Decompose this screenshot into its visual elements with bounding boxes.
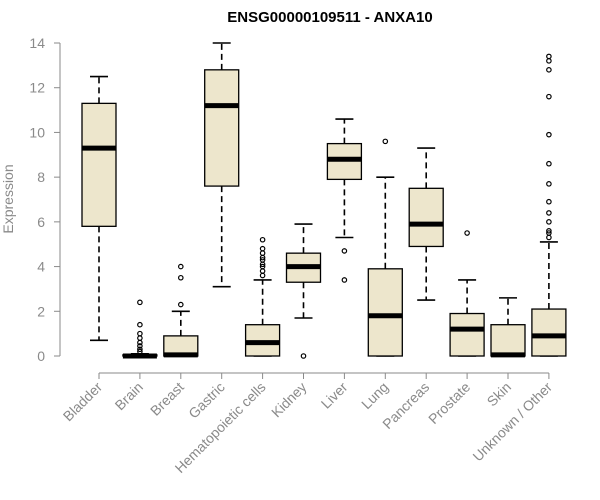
outlier-point bbox=[259, 263, 266, 270]
outlier-point bbox=[137, 321, 143, 328]
box-group bbox=[163, 263, 199, 358]
outlier-point bbox=[382, 138, 389, 145]
box-group bbox=[408, 147, 444, 301]
y-axis-label: Expression bbox=[0, 164, 16, 233]
outlier-point bbox=[300, 353, 307, 359]
outlier-point bbox=[137, 343, 143, 349]
outlier-point bbox=[464, 230, 470, 236]
iqr-box bbox=[204, 69, 240, 187]
outlier-point bbox=[137, 335, 143, 341]
y-tick-label: 8 bbox=[37, 169, 45, 185]
y-tick-label: 6 bbox=[37, 214, 45, 230]
outlier-point bbox=[178, 274, 184, 281]
iqr-box bbox=[490, 324, 526, 357]
x-tick-label: Skin bbox=[484, 379, 515, 410]
x-tick-label: Breast bbox=[147, 379, 187, 419]
outlier-point bbox=[546, 210, 552, 216]
x-tick-label: Liver bbox=[318, 379, 351, 412]
outlier-point bbox=[546, 131, 552, 138]
y-axis: 0 2 4 6 8 10 12 14 bbox=[29, 35, 61, 364]
outlier-point bbox=[546, 160, 552, 167]
box-group bbox=[367, 138, 403, 357]
y-tick-label: 14 bbox=[29, 35, 45, 51]
outlier-point bbox=[546, 230, 552, 236]
outlier-point bbox=[137, 330, 143, 337]
box-group bbox=[449, 230, 485, 357]
x-tick-label: Kidney bbox=[268, 379, 310, 421]
box-group bbox=[490, 297, 526, 358]
x-tick-label: Brain bbox=[112, 379, 146, 413]
y-tick-label: 0 bbox=[37, 348, 45, 364]
outlier-point bbox=[178, 263, 184, 270]
outlier-point bbox=[546, 234, 552, 241]
y-tick-label: 2 bbox=[37, 303, 45, 319]
y-tick-label: 12 bbox=[29, 80, 45, 96]
box-group bbox=[244, 236, 281, 357]
x-tick-label: Lung bbox=[358, 379, 391, 412]
outlier-point bbox=[341, 277, 348, 283]
outlier-point bbox=[178, 301, 184, 308]
box-group bbox=[81, 75, 117, 342]
outlier-point bbox=[546, 93, 552, 100]
y-tick-label: 10 bbox=[29, 124, 45, 140]
outlier-point bbox=[137, 346, 143, 353]
x-tick-label: Bladder bbox=[60, 379, 106, 425]
outlier-point bbox=[546, 181, 552, 187]
iqr-box bbox=[449, 312, 485, 357]
outlier-point bbox=[341, 248, 348, 254]
box-group bbox=[326, 118, 363, 283]
outlier-point bbox=[259, 236, 266, 243]
box-group bbox=[204, 42, 240, 288]
y-tick-label: 4 bbox=[37, 259, 45, 275]
outlier-point bbox=[259, 250, 266, 256]
iqr-box bbox=[81, 102, 117, 227]
iqr-box bbox=[531, 308, 567, 357]
plot-area bbox=[81, 42, 567, 359]
outlier-point bbox=[546, 198, 552, 205]
outlier-point bbox=[546, 228, 552, 234]
outlier-point bbox=[259, 272, 266, 279]
outlier-point bbox=[546, 58, 552, 64]
box-group bbox=[531, 53, 567, 357]
box-group bbox=[285, 223, 322, 359]
outlier-point bbox=[259, 268, 266, 274]
outlier-point bbox=[137, 299, 143, 306]
outlier-point bbox=[546, 67, 552, 73]
outlier-point bbox=[137, 348, 143, 355]
x-tick-label: Prostate bbox=[425, 379, 473, 427]
outlier-point bbox=[546, 53, 552, 60]
chart-title: ENSG00000109511 - ANXA10 bbox=[227, 9, 432, 26]
outlier-point bbox=[259, 257, 266, 263]
iqr-box bbox=[408, 187, 444, 248]
outlier-point bbox=[259, 245, 266, 252]
box-group bbox=[122, 299, 158, 359]
outlier-point bbox=[546, 219, 552, 225]
iqr-box bbox=[367, 268, 403, 357]
